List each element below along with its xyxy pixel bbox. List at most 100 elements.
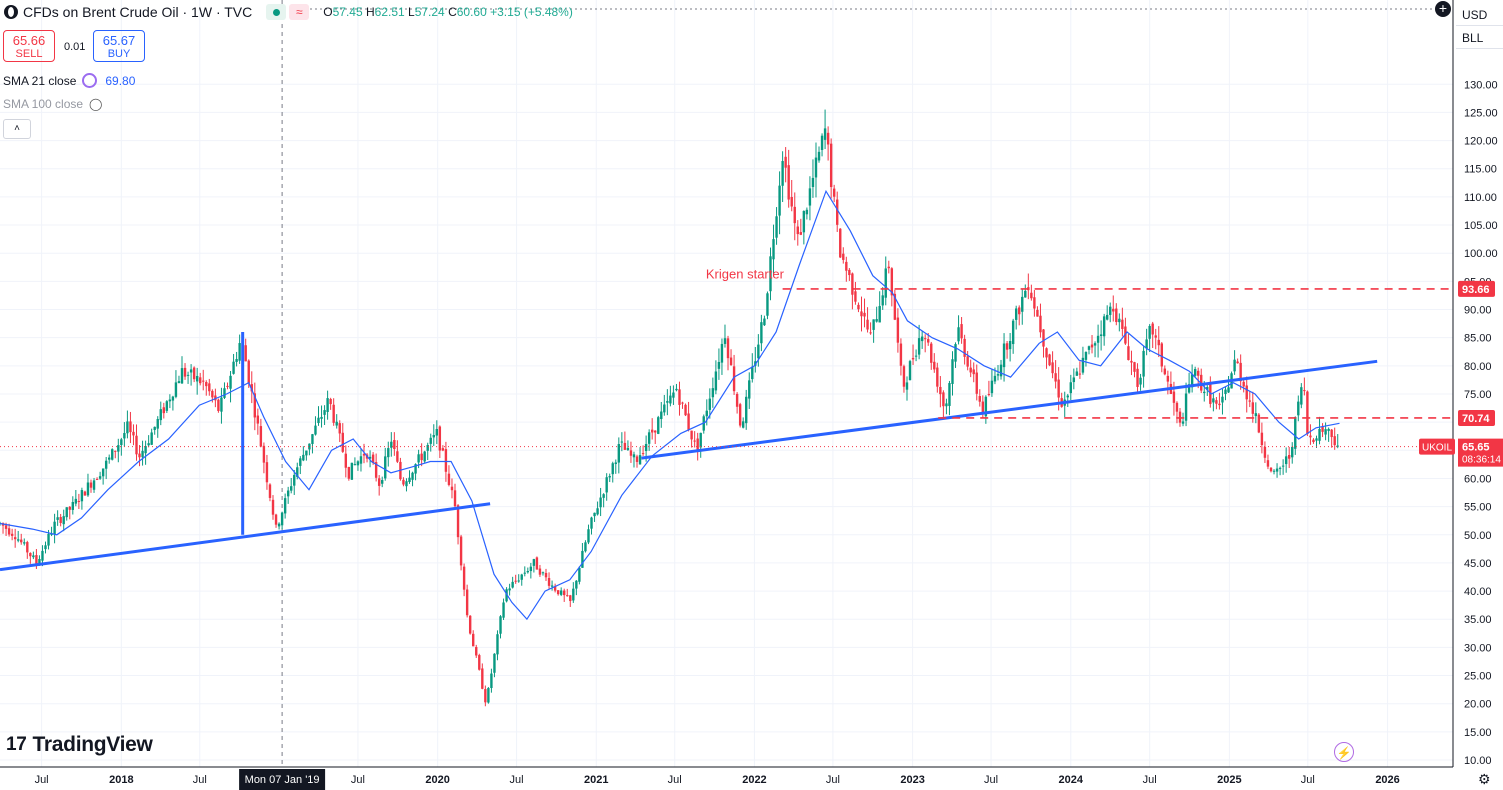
x-tick-label: 2021 <box>584 774 608 786</box>
eye-crossed-icon[interactable]: ◯ <box>89 97 103 111</box>
gear-icon[interactable]: ⚙ <box>1478 771 1491 787</box>
unit-button[interactable]: BLL <box>1456 27 1503 49</box>
candle-body <box>720 343 724 363</box>
candle-body <box>927 339 930 343</box>
candle-body <box>1278 467 1282 469</box>
candle-body <box>817 151 821 161</box>
candle-body <box>1118 318 1121 323</box>
candle-body <box>908 361 912 381</box>
candle-body <box>256 415 260 424</box>
candle-body <box>1148 325 1151 339</box>
candle-body <box>1233 359 1236 372</box>
candle-body <box>377 478 381 486</box>
y-tick-label: 80.00 <box>1464 361 1492 373</box>
candle-body <box>156 419 159 429</box>
candle-body <box>590 517 593 529</box>
last-price-text: 65.65 <box>1462 442 1490 454</box>
price-axis: 10.00 15.00 20.00 25.00 30.00 35.00 40.00 45.00… <box>1452 0 1503 790</box>
candle-body <box>535 557 539 570</box>
candle-body <box>371 454 375 463</box>
candle-body <box>426 444 429 451</box>
candle-body <box>381 480 384 484</box>
candle-body <box>1218 403 1221 406</box>
tradingview-logo[interactable]: 17 TradingView <box>6 733 153 757</box>
sell-button[interactable]: 65.66 SELL <box>3 30 55 62</box>
candle-body <box>1011 320 1015 345</box>
y-tick-label: 105.00 <box>1464 220 1498 232</box>
currency-button[interactable]: USD <box>1456 4 1503 26</box>
candle-body <box>1072 377 1076 383</box>
candle-body <box>1102 316 1106 337</box>
candle-body <box>608 476 611 478</box>
candle-body <box>41 550 44 561</box>
candle-body <box>614 462 617 465</box>
candle-body <box>660 411 663 420</box>
cycle-icon[interactable] <box>82 73 98 88</box>
candle-body <box>556 590 560 595</box>
y-tick-label: 130.00 <box>1464 79 1498 91</box>
candle-body <box>690 430 693 440</box>
candle-body <box>232 361 235 374</box>
collapse-legend-button[interactable]: ˄ <box>3 119 31 139</box>
candle-body <box>356 461 360 466</box>
candle-body <box>1172 391 1176 403</box>
market-status-icon[interactable] <box>266 4 287 20</box>
candle-body <box>675 388 678 391</box>
candle-body <box>602 494 605 498</box>
candle-body <box>484 689 487 703</box>
candle-body <box>1002 343 1006 368</box>
candle-body <box>1297 401 1300 416</box>
candle-body <box>996 374 1000 376</box>
candle-body <box>1096 335 1100 343</box>
symbol-title[interactable]: CFDs on Brent Crude Oil · 1W · TVC <box>23 4 253 20</box>
data-mode-icon[interactable]: ≈ <box>289 4 310 20</box>
candle-body <box>1275 468 1279 472</box>
candle-body <box>745 396 748 424</box>
candle-body <box>1051 362 1054 374</box>
candle-body <box>520 574 523 580</box>
y-tick-label: 10.00 <box>1464 755 1492 767</box>
candle-body <box>917 338 921 355</box>
add-plus-icon[interactable]: + <box>1435 1 1451 17</box>
candle-body <box>53 521 56 535</box>
drawings-layer: Krigen starter <box>0 267 1453 572</box>
candle-body <box>1327 428 1330 431</box>
candle-body <box>150 432 153 445</box>
x-tick-label: Jul <box>668 774 682 786</box>
candle-body <box>681 402 684 404</box>
logo-text: TradingView <box>32 733 153 756</box>
candle-body <box>496 634 499 655</box>
y-tick-label: 55.00 <box>1464 502 1492 514</box>
bolt-icon[interactable]: ⚡ <box>1334 742 1354 762</box>
candle-body <box>805 209 809 215</box>
candle-body <box>396 451 399 462</box>
candle-body <box>687 413 690 430</box>
candle-body <box>308 443 311 450</box>
candle-body <box>808 188 812 206</box>
candle-body <box>74 498 78 504</box>
candle-body <box>368 456 372 459</box>
candle-body <box>1030 292 1033 299</box>
candle-body <box>456 505 460 538</box>
buy-button[interactable]: 65.67 BUY <box>93 30 145 62</box>
candle-body <box>757 344 760 359</box>
y-tick-label: 115.00 <box>1464 164 1497 176</box>
candlestick-series <box>0 109 1339 707</box>
sma-21-line <box>0 189 1340 621</box>
candle-body <box>851 273 854 295</box>
candle-body <box>38 559 41 566</box>
candle-body <box>999 364 1003 377</box>
candle-body <box>1294 417 1297 449</box>
candle-body <box>617 444 621 463</box>
candle-body <box>814 157 818 178</box>
indicator-sma-100[interactable]: SMA 100 close ◯ <box>3 97 102 111</box>
candle-body <box>575 580 578 589</box>
candle-body <box>672 392 675 398</box>
candle-body <box>250 384 253 392</box>
candle-body <box>1081 357 1085 373</box>
indicator-sma-21[interactable]: SMA 21 close 69.80 <box>3 73 135 88</box>
candle-body <box>335 421 338 426</box>
x-tick-label: Jul <box>35 774 49 786</box>
candle-body <box>657 417 660 434</box>
